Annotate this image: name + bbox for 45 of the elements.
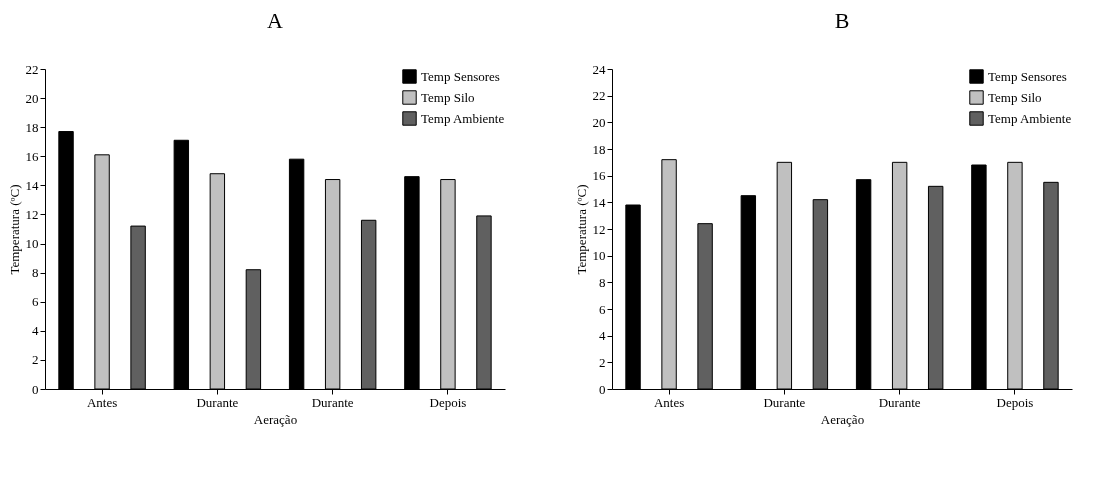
x-tick-label: Antes <box>653 394 685 410</box>
y-tick-label: 10 <box>25 236 39 252</box>
y-tick-label: 16 <box>25 148 39 164</box>
y-tick-label: 16 <box>592 168 606 184</box>
y-tick-label: 0 <box>599 381 606 397</box>
y-tick-label: 20 <box>592 114 606 130</box>
x-tick-label: Depois <box>429 394 467 410</box>
legend-label: Temp Silo <box>421 89 475 105</box>
y-tick-label: 10 <box>592 248 606 264</box>
x-tick-label: Durante <box>311 394 354 410</box>
y-tick-label: 6 <box>32 294 39 310</box>
y-tick-label: 12 <box>592 221 606 237</box>
y-tick-label: 18 <box>25 119 39 135</box>
y-axis-title: Temperatura (ºC) <box>6 184 22 275</box>
chart-title: B <box>834 8 850 33</box>
x-tick-label: Depois <box>996 394 1034 410</box>
x-tick-label: Durante <box>763 394 806 410</box>
x-tick-label: Durante <box>878 394 921 410</box>
y-tick-label: 2 <box>32 352 39 368</box>
legend-label: Temp Ambiente <box>421 110 505 126</box>
y-tick-label: 0 <box>32 381 39 397</box>
y-axis-title: Temperatura (ºC) <box>573 184 589 275</box>
legend-label: Temp Ambiente <box>988 110 1072 126</box>
y-tick-label: 6 <box>599 301 606 317</box>
y-tick-label: 4 <box>599 328 606 344</box>
y-tick-label: 8 <box>32 265 39 281</box>
y-tick-label: 18 <box>592 141 606 157</box>
chart-title: A <box>267 8 284 33</box>
y-tick-label: 4 <box>32 323 39 339</box>
y-tick-label: 8 <box>599 274 606 290</box>
legend-label: Temp Silo <box>988 89 1042 105</box>
y-tick-label: 14 <box>25 177 39 193</box>
x-tick-label: Antes <box>86 394 118 410</box>
y-tick-label: 24 <box>592 61 606 77</box>
x-axis-title: Aeração <box>820 411 865 427</box>
legend-label: Temp Sensores <box>421 68 500 84</box>
y-tick-label: 14 <box>592 194 606 210</box>
y-tick-label: 22 <box>592 88 606 104</box>
y-tick-label: 2 <box>599 354 606 370</box>
legend-label: Temp Sensores <box>988 68 1067 84</box>
y-tick-label: 20 <box>25 90 39 106</box>
x-tick-label: Durante <box>196 394 239 410</box>
y-tick-label: 12 <box>25 206 39 222</box>
y-tick-label: 22 <box>25 61 39 77</box>
x-axis-title: Aeração <box>253 411 298 427</box>
